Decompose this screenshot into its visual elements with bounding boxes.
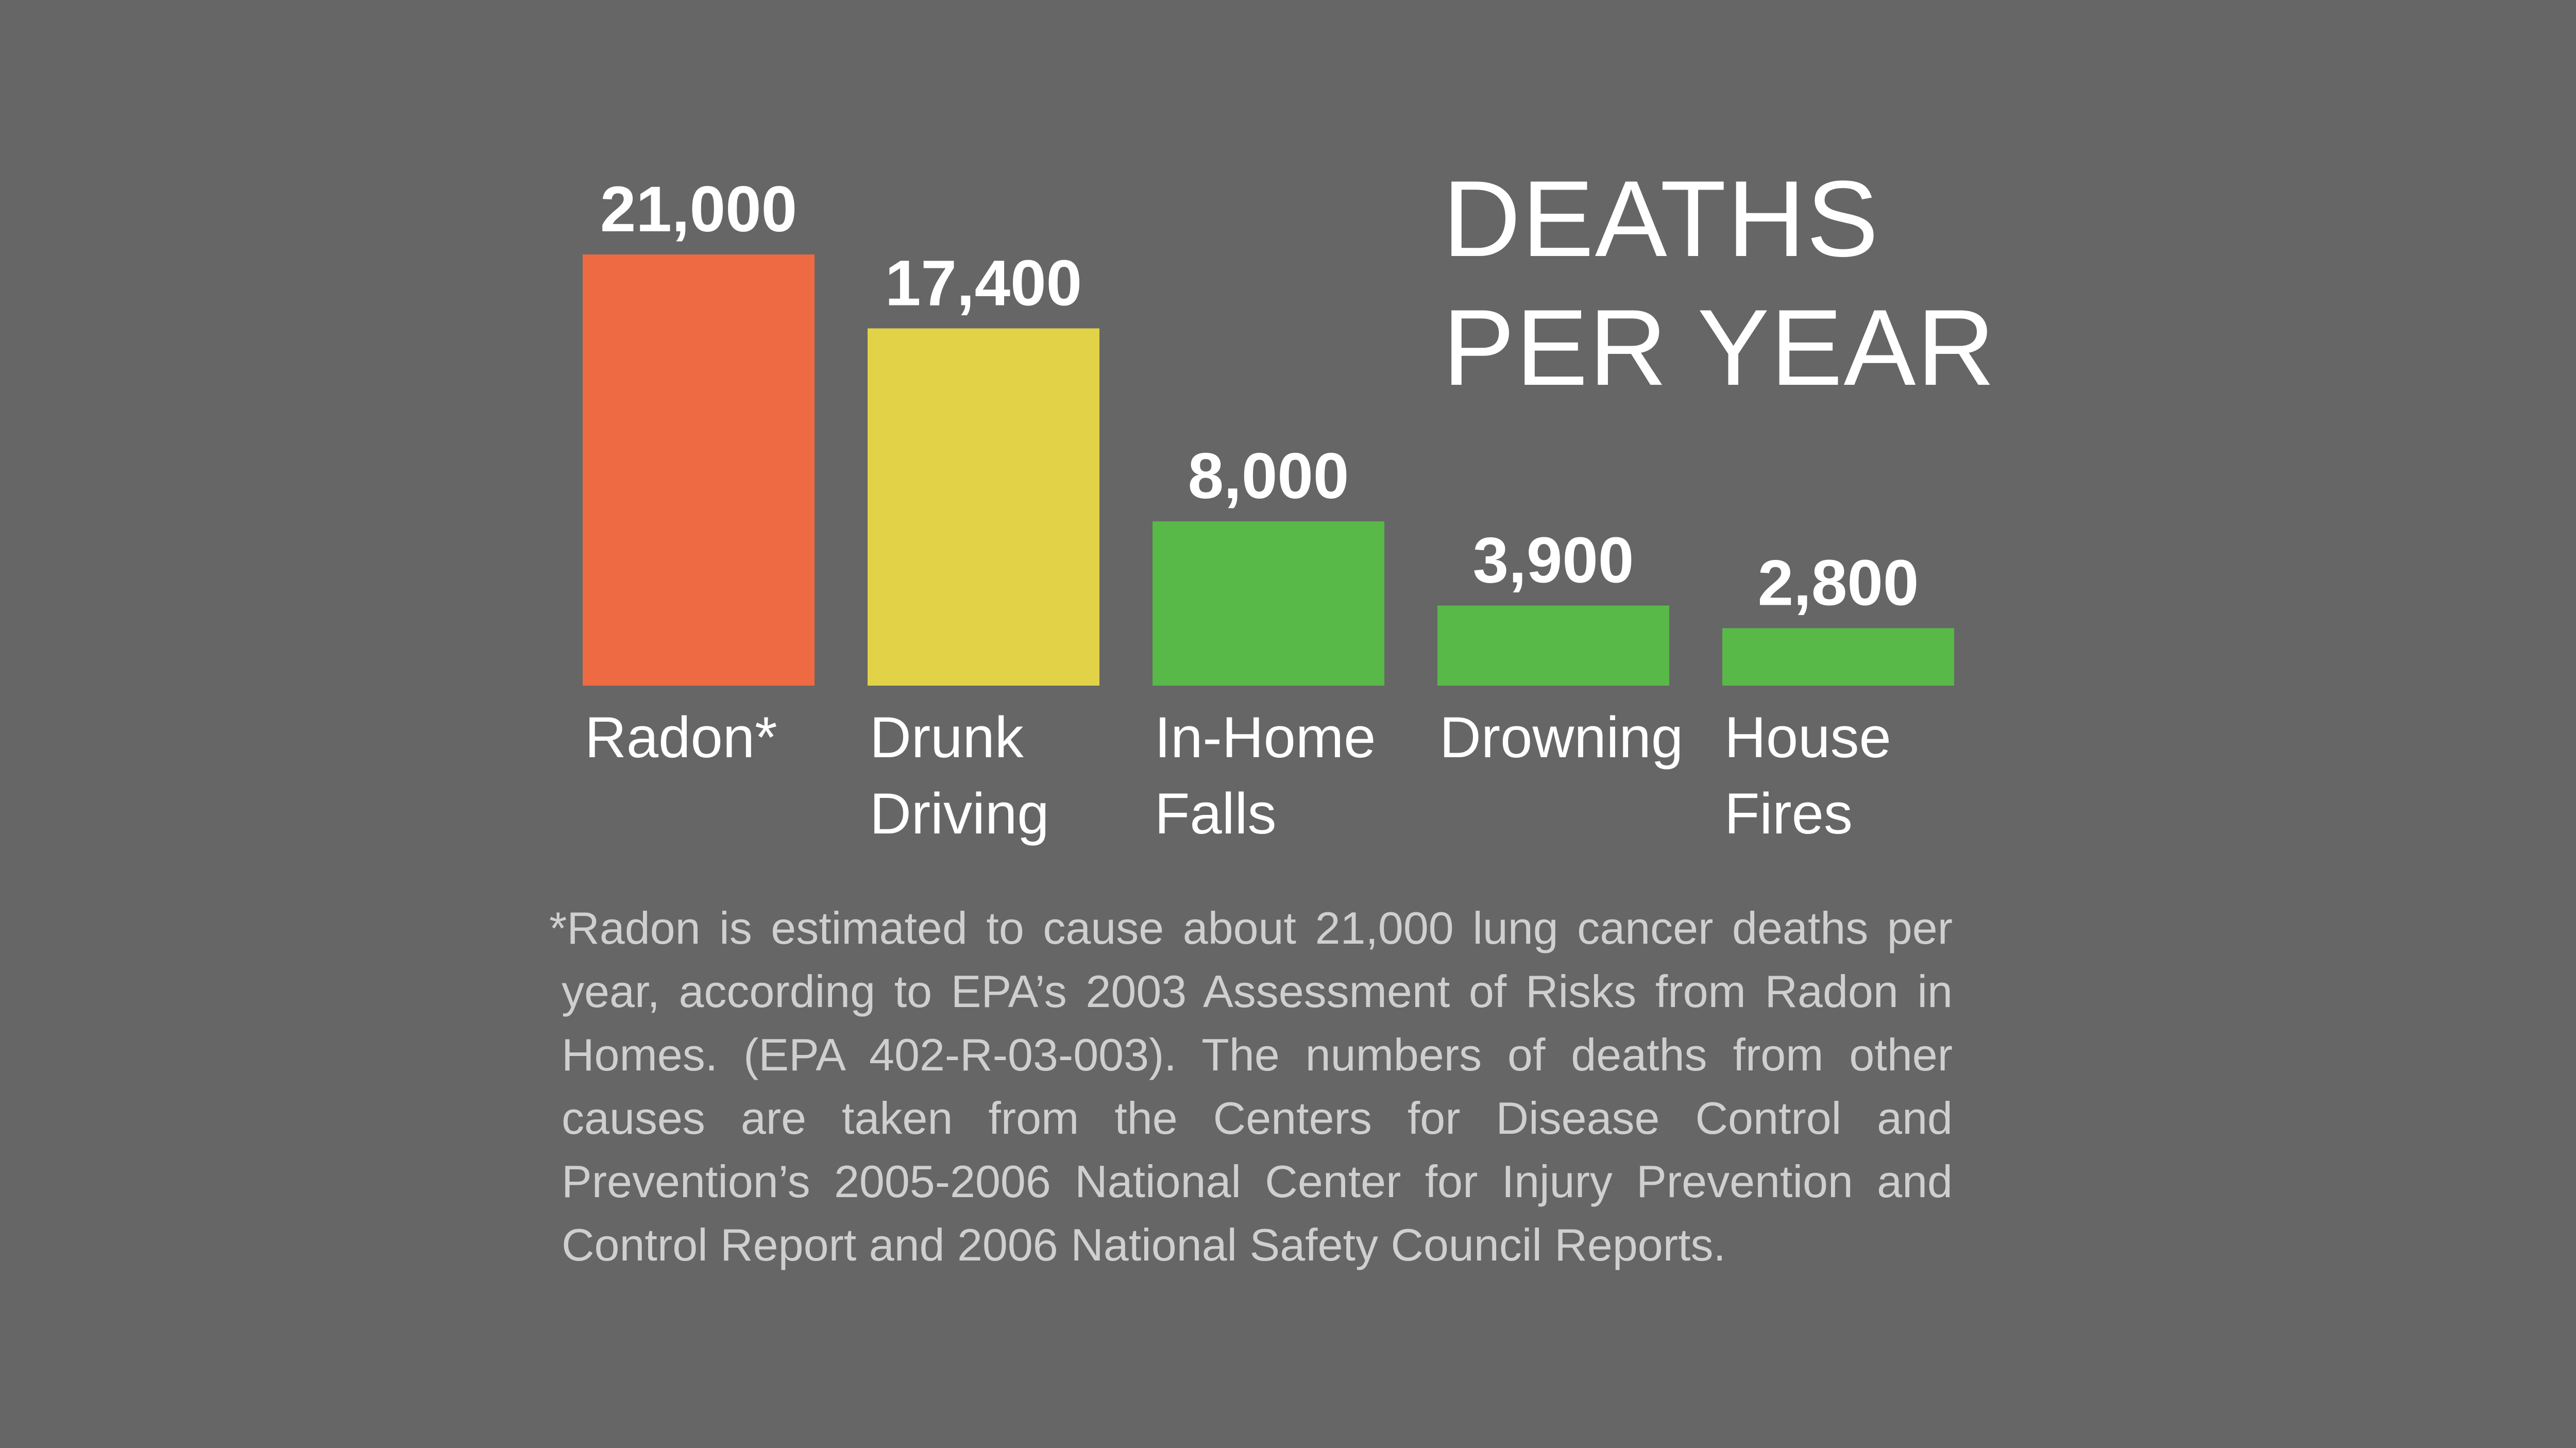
category-label-4-line-0: House xyxy=(1724,705,1891,770)
category-label-4-line-1: Fires xyxy=(1724,781,1853,846)
bar-1 xyxy=(868,328,1099,686)
value-label-2: 8,000 xyxy=(1188,440,1349,512)
category-label-3-line-0: Drowning xyxy=(1439,705,1683,770)
category-label-2-line-0: In-Home xyxy=(1155,705,1376,770)
value-label-3: 3,900 xyxy=(1473,525,1634,597)
bar-4 xyxy=(1722,628,1954,686)
bar-3 xyxy=(1437,605,1669,686)
bar-0 xyxy=(583,254,815,686)
value-label-1: 17,400 xyxy=(885,247,1082,319)
category-label-2-line-1: Falls xyxy=(1155,781,1276,846)
category-label-1-line-0: Drunk xyxy=(870,705,1024,770)
footnote: *Radon is estimated to cause about 21,00… xyxy=(549,902,1953,1270)
value-label-4: 2,800 xyxy=(1758,547,1919,619)
category-label-1-line-1: Driving xyxy=(870,781,1049,846)
category-label-0-line-0: Radon* xyxy=(585,705,777,770)
title-line-2: PER YEAR xyxy=(1443,287,1996,408)
bar-2 xyxy=(1153,521,1384,686)
title-line-1: DEATHS xyxy=(1443,158,1880,279)
value-label-0: 21,000 xyxy=(600,174,797,245)
chart-title: DEATHS PER YEAR xyxy=(1443,155,2009,412)
